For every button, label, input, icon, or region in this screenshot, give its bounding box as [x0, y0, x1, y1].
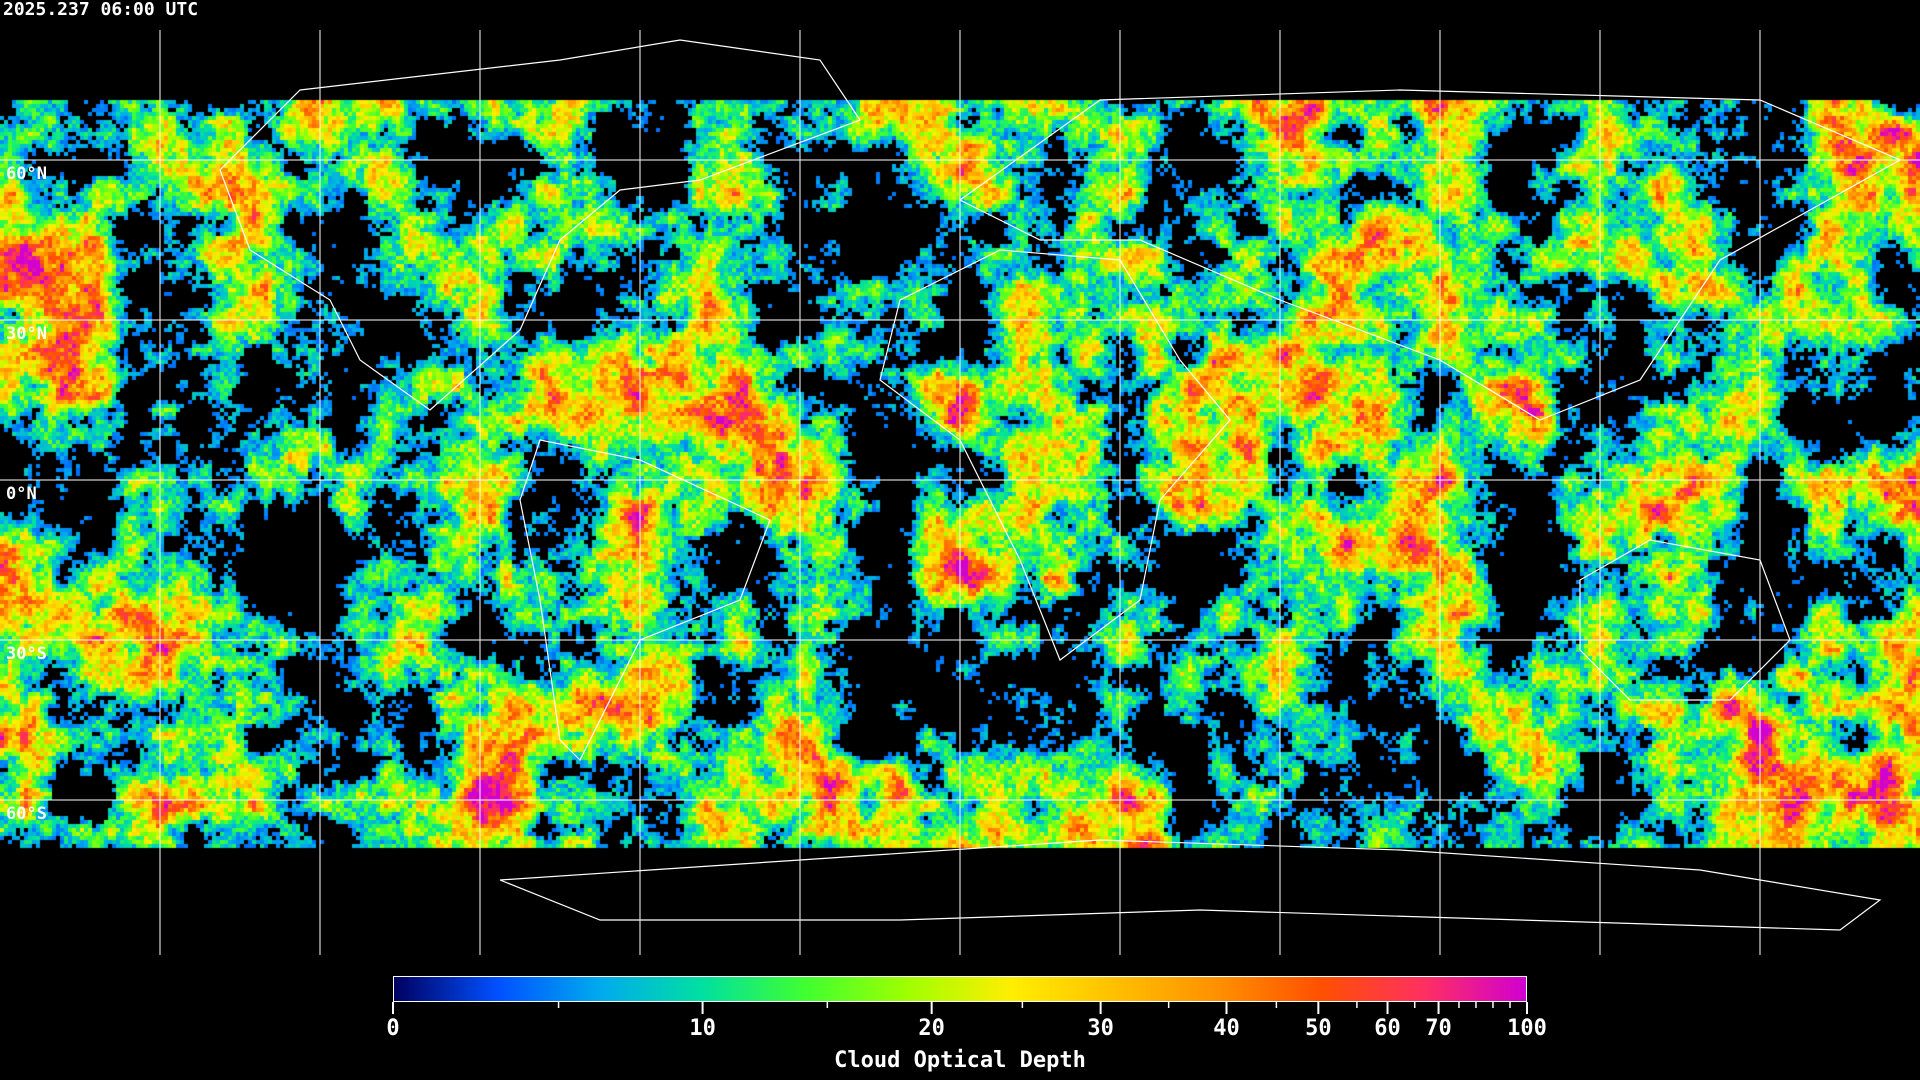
lat-label-30n: 30°N	[6, 324, 47, 344]
colorbar-tick-label: 40	[1213, 1016, 1240, 1041]
timestamp-label: 2025.237 06:00 UTC	[3, 0, 199, 20]
coastline	[1579, 539, 1791, 701]
colorbar-tick-label: 20	[918, 1016, 945, 1041]
colorbar-tick-label: 30	[1087, 1016, 1114, 1041]
lat-label-60s: 60°S	[6, 804, 47, 824]
colorbar-tick-label: 50	[1305, 1016, 1332, 1041]
colorbar	[393, 976, 1527, 1002]
coastline	[879, 249, 1231, 661]
colorbar-tick-label: 70	[1425, 1016, 1452, 1041]
lat-lon-grid	[0, 30, 1920, 955]
lat-label-60n: 60°N	[6, 164, 47, 184]
colorbar-tick-label: 60	[1374, 1016, 1401, 1041]
coastline	[219, 39, 861, 411]
cloud-optical-depth-map: 2025.237 06:00 UTC 60°N 30°N 0°N 30°S 60…	[0, 0, 1920, 960]
colorbar-title: Cloud Optical Depth	[834, 1048, 1086, 1073]
colorbar-tick-label: 10	[689, 1016, 716, 1041]
colorbar-tick-label: 0	[386, 1016, 400, 1041]
coastline	[499, 839, 1882, 931]
coastline	[519, 439, 771, 762]
lat-label-0n: 0°N	[6, 484, 37, 504]
coastline	[958, 89, 1902, 421]
colorbar-ticks	[392, 1002, 1528, 1014]
lat-label-30s: 30°S	[6, 644, 47, 664]
colorbar-tick-label: 100	[1507, 1016, 1547, 1041]
